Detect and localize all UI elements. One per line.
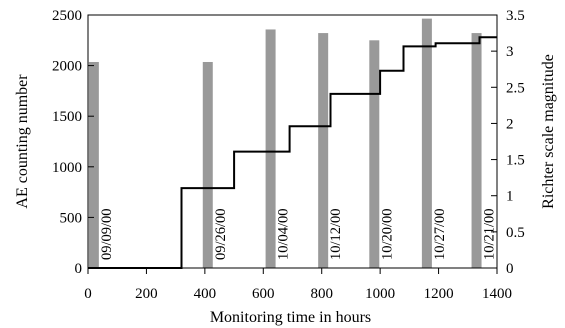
right-tick-label: 2.5 [506, 80, 525, 96]
event-date-label: 10/20/00 [379, 208, 395, 260]
right-tick-label: 0 [506, 261, 514, 277]
richter-bar [318, 33, 329, 269]
right-tick-label: 3.5 [506, 8, 525, 24]
right-axis-title: Richter scale magnitude [540, 54, 557, 209]
richter-bars [88, 18, 482, 269]
x-tick-label: 600 [252, 286, 275, 302]
ae-cumulative-step-line [88, 36, 497, 269]
left-tick-label: 1000 [52, 160, 82, 176]
richter-bar [421, 18, 432, 268]
right-tick-label: 0.5 [506, 225, 525, 241]
event-date-labels: 09/09/00 09/26/00 10/04/00 10/12/00 10/20/00… [99, 208, 498, 260]
richter-bar [369, 40, 380, 268]
x-tick-label: 400 [194, 286, 217, 302]
event-date-label: 09/26/00 [213, 208, 229, 260]
right-tick-label: 3 [506, 44, 514, 60]
left-tick-label: 2000 [52, 59, 82, 75]
richter-bar [202, 61, 213, 268]
event-date-label: 10/27/00 [432, 208, 448, 260]
x-tick-label: 0 [84, 286, 92, 302]
x-tick-label: 1400 [482, 286, 512, 302]
x-tick-label: 1200 [424, 286, 454, 302]
right-y-axis: 0 0.5 1 1.5 2 2.5 3 3.5 [491, 8, 525, 277]
plot-frame [87, 14, 498, 269]
left-axis-title: AE counting number [14, 74, 31, 209]
left-tick-label: 500 [60, 210, 83, 226]
left-tick-label: 2500 [52, 8, 82, 24]
event-date-label: 10/04/00 [276, 208, 292, 260]
richter-bar [88, 61, 99, 268]
event-date-label: 10/21/00 [482, 208, 498, 260]
x-tick-label: 800 [310, 286, 333, 302]
x-tick-label: 1000 [365, 286, 395, 302]
bottom-axis-title: Monitoring time in hours [210, 309, 371, 326]
x-tick-label: 200 [135, 286, 158, 302]
left-y-axis: 0 500 1000 1500 2000 2500 [52, 8, 94, 277]
right-tick-label: 1.5 [506, 153, 525, 169]
right-tick-label: 1 [506, 189, 514, 205]
event-date-label: 09/09/00 [99, 208, 115, 260]
event-date-label: 10/12/00 [328, 208, 344, 260]
richter-bar [265, 29, 276, 269]
richter-bar [471, 33, 482, 269]
left-tick-label: 0 [75, 261, 83, 277]
x-axis: 0 200 400 600 800 1000 1200 1400 [84, 268, 512, 302]
left-tick-label: 1500 [52, 109, 82, 125]
right-tick-label: 2 [506, 116, 514, 132]
